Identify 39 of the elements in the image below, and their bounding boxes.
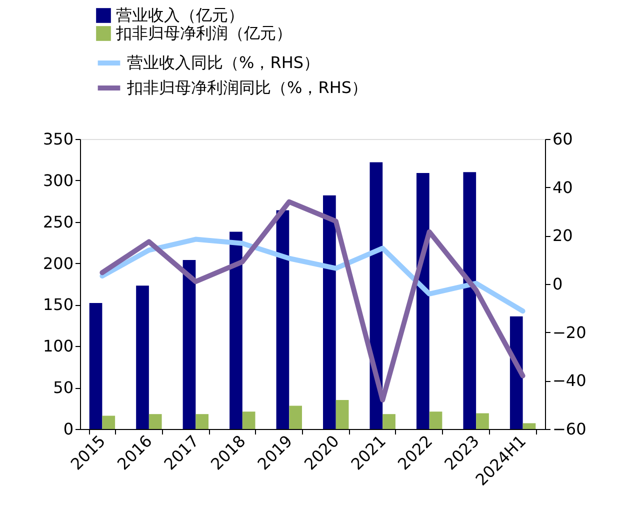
legend-label: 扣非归母净利润同比（%，RHS）: [126, 78, 368, 97]
bar: [182, 260, 196, 429]
bar: [242, 412, 256, 429]
legend-label: 营业收入（亿元）: [116, 6, 244, 24]
bar: [196, 414, 209, 429]
bar: [136, 286, 149, 429]
y-tick-label: 150: [42, 295, 74, 314]
y-tick-label: 100: [42, 336, 74, 356]
y2-tick-label: −20: [552, 322, 586, 342]
bar: [336, 400, 349, 429]
bar: [289, 406, 302, 429]
bar: [102, 416, 116, 429]
y2-tick-label: 20: [552, 226, 573, 246]
bar: [522, 423, 536, 429]
bar: [323, 195, 336, 429]
y-tick-label: 300: [42, 170, 74, 190]
y2-tick-label: 0: [552, 274, 563, 294]
y-tick-label: 200: [42, 254, 74, 273]
y-tick-label: 250: [42, 212, 74, 232]
y2-tick-label: 40: [552, 178, 573, 197]
bar: [476, 413, 489, 429]
bar: [382, 414, 396, 429]
bar: [230, 232, 242, 429]
bar: [148, 414, 162, 429]
bar: [370, 162, 383, 429]
bar: [276, 210, 290, 429]
y2-tick-label: −40: [552, 371, 586, 390]
legend-label: 扣非归母净利润（亿元）: [115, 24, 292, 42]
y2-tick-label: −60: [552, 420, 586, 438]
y-tick-label: 350: [42, 130, 74, 148]
bar: [429, 412, 442, 429]
bar: [89, 303, 102, 429]
y-tick-label: 50: [53, 378, 74, 398]
bar: [416, 172, 430, 429]
y-tick-label: 0: [63, 420, 74, 438]
bar: [463, 172, 476, 429]
bar: [510, 316, 523, 429]
y2-tick-label: 60: [552, 130, 573, 148]
legend-label: 营业收入同比（%，RHS）: [127, 53, 320, 72]
